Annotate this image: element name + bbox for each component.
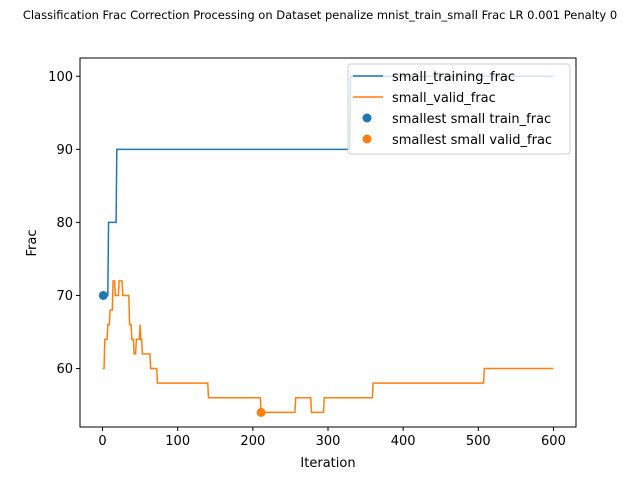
x-tick-label: 100 <box>165 434 190 449</box>
min-marker-1 <box>256 407 266 417</box>
legend-box <box>347 63 571 155</box>
y-axis-label: Frac <box>25 230 40 257</box>
chart-title: Classification Frac Correction Processin… <box>23 8 617 22</box>
x-ticks: 0 100 200 300 400 500 600 <box>98 427 566 449</box>
legend-label-min-valid: smallest small valid_frac <box>392 133 552 148</box>
y-tick-label: 100 <box>48 70 73 85</box>
legend-label-training: small_training_frac <box>392 70 515 85</box>
x-axis-label: Iteration <box>300 456 355 471</box>
x-tick-label: 200 <box>240 434 265 449</box>
y-tick-label: 60 <box>56 362 73 377</box>
x-tick-label: 500 <box>466 434 491 449</box>
series-line-1 <box>102 280 554 414</box>
min-marker-0 <box>98 290 108 300</box>
y-tick-label: 70 <box>56 289 73 304</box>
x-tick-label: 0 <box>98 434 106 449</box>
x-tick-label: 400 <box>391 434 416 449</box>
legend-label-valid: small_valid_frac <box>392 91 496 106</box>
y-ticks: 60 70 80 90 100 <box>48 70 80 377</box>
legend-label-min-train: smallest small train_frac <box>392 112 551 127</box>
legend: small_training_frac small_valid_frac sma… <box>347 63 571 155</box>
legend-swatch-min-valid <box>362 134 372 144</box>
y-tick-label: 80 <box>56 216 73 231</box>
x-tick-label: 600 <box>541 434 566 449</box>
plot-markers <box>98 290 266 417</box>
y-tick-label: 90 <box>56 143 73 158</box>
x-tick-label: 300 <box>316 434 341 449</box>
legend-swatch-min-train <box>362 113 372 123</box>
